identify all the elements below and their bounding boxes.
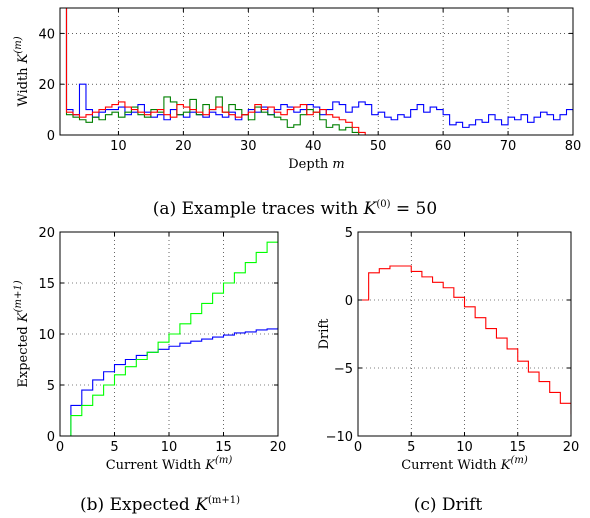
- x-tick-label-1: 5: [407, 440, 415, 455]
- y-tick-label-1: −5: [334, 362, 353, 377]
- panel-b-expected: 0 5 10 15 20 0 5 10 15 20 Current Width K(m) Expect…: [13, 226, 286, 473]
- plot-frame: [357, 231, 572, 437]
- y-tick-label-1: 5: [47, 379, 55, 394]
- x-tick-label-7: 80: [565, 139, 582, 154]
- series-line-0: [60, 326, 278, 436]
- y-tick-label-0: 0: [47, 430, 55, 445]
- x-tick-label-1: 20: [175, 139, 192, 154]
- x-axis-label: Current Width K(m): [106, 455, 233, 473]
- caption-b: (b) Expected K(m+1): [80, 495, 240, 515]
- x-tick-label-3: 15: [215, 440, 232, 455]
- series-line-2: [60, 8, 573, 135]
- y-tick-label-1: 20: [38, 78, 55, 93]
- x-tick-label-4: 50: [370, 139, 387, 154]
- series-line-1: [60, 232, 278, 436]
- y-tick-label-0: 0: [47, 129, 55, 144]
- x-tick-label-5: 60: [435, 139, 452, 154]
- series-line-1: [60, 8, 573, 135]
- y-tick-label-4: 20: [38, 226, 55, 241]
- panel-a-traces: 10 20 30 40 50 60 70 80 0 20 40 Depth m Width K(m): [13, 7, 582, 172]
- x-axis-label: Current Width K(m): [401, 455, 528, 473]
- x-tick-label-2: 10: [456, 440, 473, 455]
- y-tick-label-2: 40: [38, 27, 55, 42]
- x-axis-label: Depth m: [288, 157, 345, 172]
- y-tick-label-3: 5: [345, 226, 353, 241]
- x-tick-label-0: 0: [354, 440, 362, 455]
- y-axis-label: Drift: [317, 318, 332, 350]
- x-tick-label-0: 0: [56, 440, 64, 455]
- x-tick-label-4: 20: [270, 440, 287, 455]
- plot-frame: [59, 7, 574, 136]
- y-axis-label: Expected K(m+1): [13, 280, 31, 387]
- x-tick-label-3: 40: [305, 139, 322, 154]
- x-tick-label-3: 15: [509, 440, 526, 455]
- x-tick-label-2: 30: [240, 139, 257, 154]
- y-axis-label: Width K(m): [13, 36, 31, 106]
- caption-c: (c) Drift: [414, 495, 483, 515]
- y-tick-label-2: 10: [38, 328, 55, 343]
- x-tick-label-0: 10: [110, 139, 127, 154]
- y-tick-label-3: 15: [38, 277, 55, 292]
- y-tick-label-0: −10: [326, 430, 353, 445]
- caption-a: (a) Example traces with K(0) = 50: [153, 199, 437, 219]
- x-tick-label-4: 20: [563, 440, 580, 455]
- y-tick-label-2: 0: [345, 294, 353, 309]
- series-line-0: [358, 265, 571, 415]
- x-tick-label-1: 5: [110, 440, 118, 455]
- x-tick-label-6: 70: [500, 139, 517, 154]
- x-tick-label-2: 10: [161, 440, 178, 455]
